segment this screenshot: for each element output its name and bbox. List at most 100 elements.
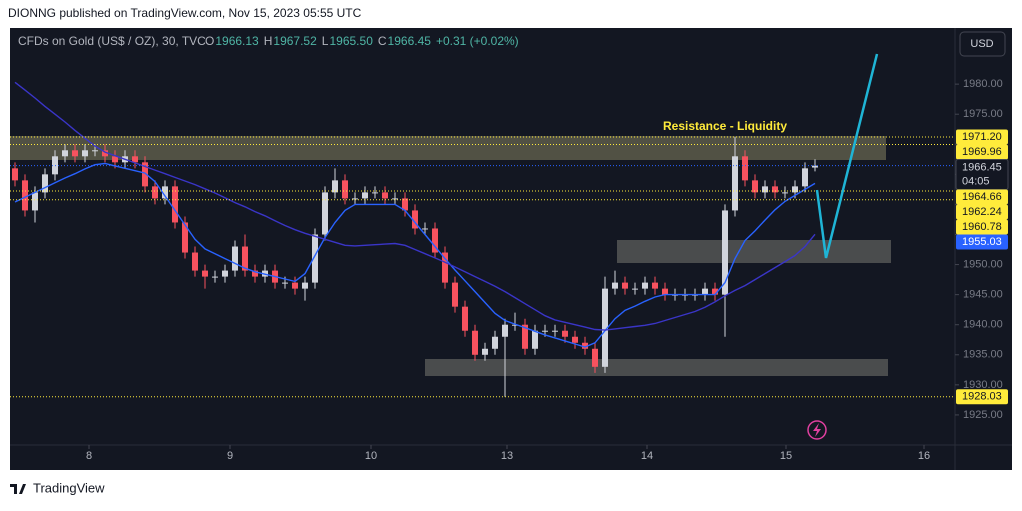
candle-body <box>492 336 498 349</box>
candle-body <box>422 228 428 230</box>
candle-body <box>442 252 448 283</box>
price-label: 1966.45 <box>962 161 1002 173</box>
candle-body <box>622 282 628 289</box>
resistance-zone <box>10 136 886 160</box>
x-tick-label: 14 <box>641 450 653 462</box>
candle-body <box>42 174 48 193</box>
ohlc-value: 1966.13 <box>215 34 259 48</box>
demand-zone <box>425 359 888 376</box>
x-tick-label: 9 <box>227 450 233 462</box>
candle-body <box>612 282 618 289</box>
candle-body <box>82 150 88 157</box>
candle-body <box>142 162 148 187</box>
currency-button[interactable] <box>959 31 1006 57</box>
candle-body <box>772 186 778 193</box>
ohlc-value: 1965.50 <box>329 34 373 48</box>
candle-body <box>802 168 808 187</box>
candle-body <box>382 192 388 199</box>
candle-body <box>12 168 18 181</box>
candle-body <box>752 180 758 193</box>
x-tick-label: 16 <box>918 450 930 462</box>
y-tick-label: 1945.00 <box>963 289 1003 301</box>
price-label: 1928.03 <box>962 391 1002 403</box>
candle-body <box>742 156 748 181</box>
price-label-bg <box>956 189 1008 205</box>
candle-body <box>592 348 598 367</box>
y-tick-label: 1950.00 <box>963 258 1003 270</box>
countdown: 04:05 <box>962 175 990 187</box>
candle-body <box>632 288 638 290</box>
moving-average <box>14 162 816 348</box>
candle-body <box>172 186 178 223</box>
symbol: CFDs on Gold (US$ / OZ), 30, TVC <box>18 34 206 48</box>
candle-body <box>412 210 418 229</box>
candle-body <box>702 288 708 295</box>
candle-body <box>282 282 288 284</box>
candle-body <box>432 228 438 253</box>
y-tick-label: 1930.00 <box>963 379 1003 391</box>
candle-body <box>662 288 668 295</box>
y-tick-label: 1940.00 <box>963 319 1003 331</box>
candle-body <box>232 246 238 271</box>
candle-body <box>302 282 308 289</box>
candle-body <box>812 165 818 168</box>
x-tick-label: 8 <box>86 450 92 462</box>
candle-body <box>362 192 368 199</box>
candle-body <box>452 282 458 307</box>
price-label-bg <box>956 129 1008 145</box>
candle-body <box>792 186 798 193</box>
candle-body <box>112 156 118 163</box>
y-tick-label: 1975.00 <box>963 108 1003 120</box>
y-tick-label: 1935.00 <box>963 349 1003 361</box>
x-tick-label: 15 <box>780 450 792 462</box>
price-label-bg <box>956 234 1008 250</box>
candle-body <box>332 180 338 193</box>
y-tick-label: 1980.00 <box>963 78 1003 90</box>
candle-body <box>162 186 168 199</box>
candle-body <box>552 330 558 332</box>
candle-body <box>32 192 38 211</box>
candle-body <box>22 180 28 211</box>
candle-body <box>572 336 578 343</box>
ohlc-value: 1967.52 <box>273 34 317 48</box>
plot <box>10 81 955 398</box>
candle-body <box>722 210 728 295</box>
price-label-bg <box>956 389 1008 405</box>
currency[interactable]: USD <box>970 38 993 50</box>
candle-body <box>462 306 468 331</box>
candle-body <box>92 150 98 152</box>
x-tick-label: 13 <box>501 450 513 462</box>
price-label-bg <box>956 204 1008 220</box>
ohlc-key: C <box>378 34 387 48</box>
ohlc-key: L <box>322 34 329 48</box>
moving-average <box>14 81 816 331</box>
candle-body <box>132 156 138 163</box>
candle-body <box>312 234 318 283</box>
candle-body <box>62 150 68 157</box>
candle-body <box>212 276 218 278</box>
candle-body <box>402 198 408 211</box>
candle-body <box>242 246 248 271</box>
annotation: Resistance - Liquidity <box>663 119 787 133</box>
candle-body <box>782 192 788 194</box>
candle-body <box>352 198 358 200</box>
price-label: 1964.66 <box>962 191 1002 203</box>
alert-icon[interactable] <box>807 420 827 440</box>
candle-body <box>192 252 198 271</box>
price-label-bg <box>956 219 1008 235</box>
candle-body <box>522 324 528 349</box>
candle-body <box>542 330 548 332</box>
candle-body <box>482 348 488 355</box>
price-label: 1960.78 <box>962 221 1002 233</box>
price-label: 1962.24 <box>962 206 1002 218</box>
candle-body <box>342 180 348 199</box>
y-tick-label: 1925.00 <box>963 409 1003 421</box>
candle-body <box>152 186 158 199</box>
ohlc-key: H <box>264 34 273 48</box>
candle-body <box>712 288 718 295</box>
candle-body <box>72 150 78 157</box>
price-label: 1969.96 <box>962 146 1002 158</box>
price-label: 1955.03 <box>962 236 1002 248</box>
ohlc-key: O <box>205 34 214 48</box>
